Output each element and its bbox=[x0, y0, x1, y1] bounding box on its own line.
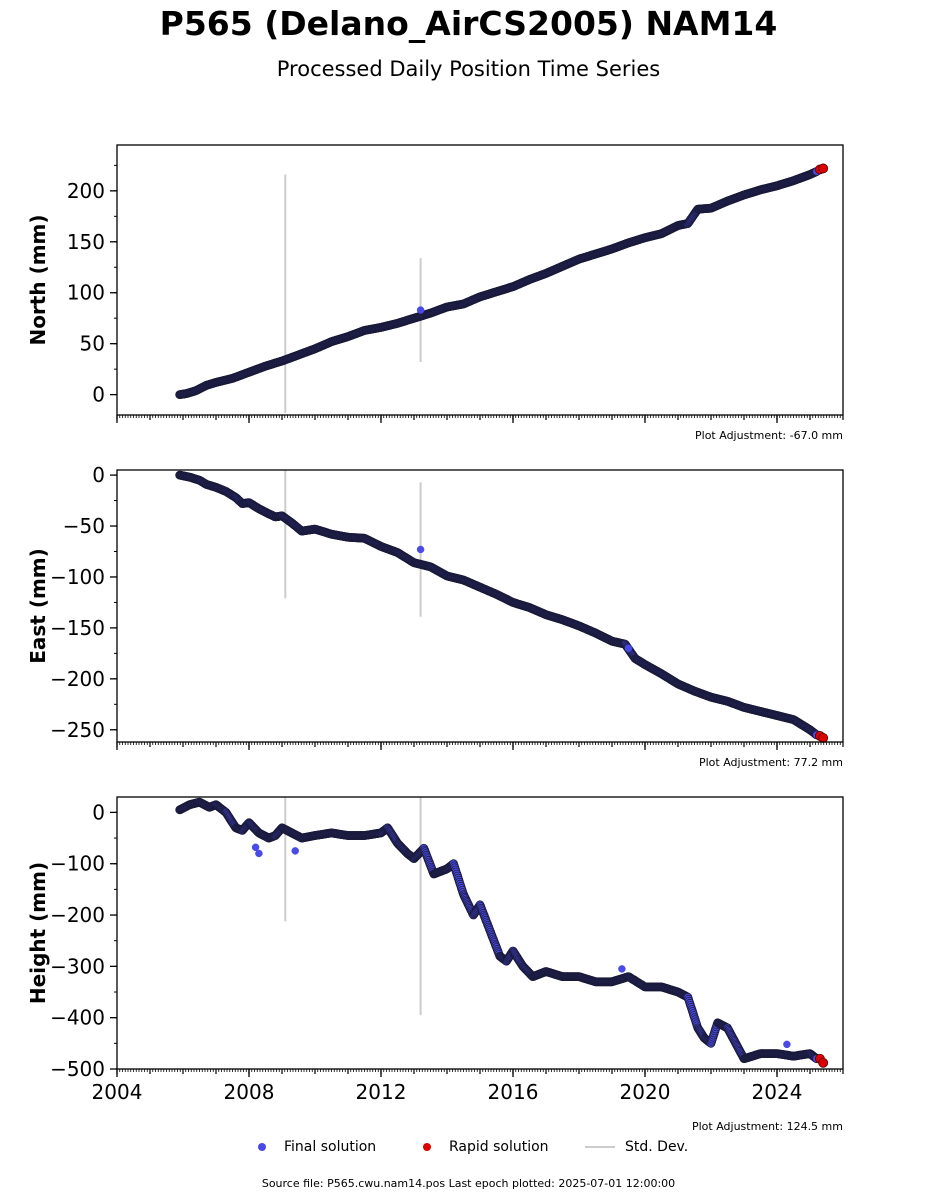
outlier-point bbox=[783, 1040, 791, 1049]
outlier-point bbox=[416, 306, 425, 314]
y-axis-label: Height (mm) bbox=[26, 862, 50, 1004]
y-tick-label: −250 bbox=[50, 718, 105, 742]
outlier-point bbox=[251, 843, 260, 852]
chart-subtitle: Processed Daily Position Time Series bbox=[276, 57, 661, 81]
y-tick-label: −200 bbox=[50, 903, 105, 927]
y-axis-label: North (mm) bbox=[26, 214, 50, 345]
y-tick-label: 0 bbox=[92, 463, 105, 487]
y-tick-label: −500 bbox=[50, 1057, 105, 1081]
y-tick-label: 200 bbox=[67, 179, 105, 203]
x-tick-label: 2008 bbox=[224, 1080, 275, 1104]
panel-2: 0 −50 −100 −150 −200 −250 East (mm) Plot Adjust… bbox=[26, 463, 844, 769]
x-tick-label: 2012 bbox=[356, 1080, 407, 1104]
panel-1: 0 50 100 150 200 North (mm) Plot Adjustment: -… bbox=[26, 144, 844, 442]
outlier-point bbox=[624, 644, 633, 653]
legend-final-label: Final solution bbox=[284, 1139, 377, 1155]
plot-adjustment-label: Plot Adjustment: 124.5 mm bbox=[692, 1120, 843, 1133]
x-tick-label: 2004 bbox=[92, 1080, 143, 1104]
panel-3: 0 −100 −200 −300 −400 −500 Height (mm) 2004 2008… bbox=[26, 796, 844, 1133]
x-tick-label: 2020 bbox=[620, 1080, 671, 1104]
y-tick-label: −300 bbox=[50, 954, 105, 978]
legend-stddev-marker bbox=[585, 1146, 615, 1148]
legend-item-stddev: Std. Dev. bbox=[585, 1136, 688, 1158]
plot-adjustment-label: Plot Adjustment: -67.0 mm bbox=[695, 429, 843, 442]
y-tick-label: −200 bbox=[50, 667, 105, 691]
y-tick-label: −100 bbox=[50, 852, 105, 876]
rapid-point bbox=[818, 1057, 829, 1068]
y-tick-label: 150 bbox=[67, 230, 105, 254]
legend: Final solution Rapid solution Std. Dev. bbox=[0, 1136, 937, 1158]
legend-rapid-marker bbox=[423, 1143, 431, 1151]
y-tick-label: 100 bbox=[67, 281, 105, 305]
y-tick-label: −50 bbox=[63, 514, 105, 538]
rapid-point bbox=[818, 733, 829, 743]
rapid-point bbox=[818, 163, 829, 174]
y-tick-label: −400 bbox=[50, 1006, 105, 1030]
legend-item-rapid: Rapid solution bbox=[423, 1136, 549, 1158]
outlier-point bbox=[255, 849, 263, 858]
plot-adjustment-label: Plot Adjustment: 77.2 mm bbox=[699, 756, 843, 769]
x-tick-label: 2024 bbox=[752, 1080, 803, 1104]
y-tick-label: 0 bbox=[92, 383, 105, 407]
final-solution-series bbox=[175, 470, 821, 740]
plot-frame bbox=[116, 796, 844, 1070]
source-footer: Source file: P565.cwu.nam14.pos Last epo… bbox=[261, 1177, 676, 1190]
final-solution-series bbox=[175, 797, 821, 1064]
outlier-point bbox=[291, 847, 299, 855]
legend-final-marker bbox=[258, 1143, 266, 1151]
legend-stddev-label: Std. Dev. bbox=[625, 1139, 689, 1155]
y-tick-label: −100 bbox=[50, 565, 105, 589]
y-axis-label: East (mm) bbox=[26, 548, 50, 664]
x-tick-label: 2016 bbox=[488, 1080, 539, 1104]
outlier-point bbox=[618, 965, 626, 973]
chart-title: P565 (Delano_AirCS2005) NAM14 bbox=[159, 4, 778, 43]
y-tick-label: 50 bbox=[80, 332, 105, 356]
outlier-point bbox=[416, 545, 425, 554]
legend-rapid-label: Rapid solution bbox=[449, 1139, 549, 1155]
y-tick-label: 0 bbox=[92, 800, 105, 824]
final-solution-series bbox=[175, 167, 821, 400]
y-tick-label: −150 bbox=[50, 616, 105, 640]
legend-item-final: Final solution bbox=[258, 1136, 376, 1158]
plot-frame bbox=[116, 144, 844, 416]
